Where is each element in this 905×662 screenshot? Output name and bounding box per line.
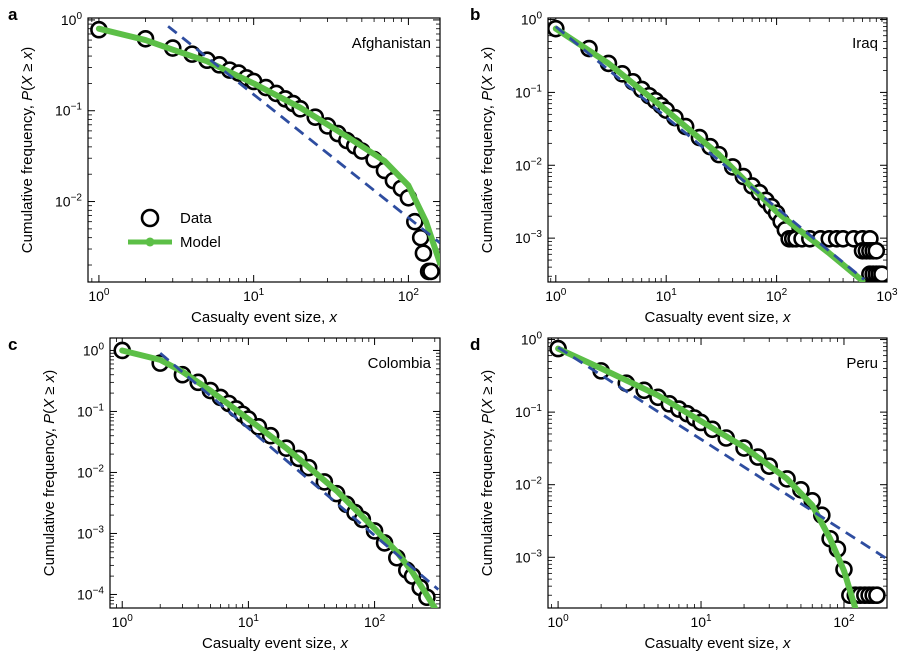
panel-letter: b [470,5,480,24]
power-law-fit-line [159,352,440,591]
panel-letter: a [8,5,18,24]
y-tick-label: 10−2 [77,463,104,480]
x-tick-label: 101 [690,613,712,630]
x-tick-label: 102 [833,613,855,630]
y-axis-label: Cumulative frequency, P(X ≥ x) [479,370,496,576]
y-tick-label: 100 [61,11,83,28]
y-tick-label: 10−3 [77,524,104,541]
x-axis-label: Casualty event size, x [191,309,337,326]
x-tick-label: 101 [656,287,678,304]
country-label: Iraq [852,35,878,52]
power-law-fit-line [557,346,887,561]
data-point [414,244,433,262]
y-tick-label: 10−3 [515,229,542,246]
plot-frame [109,337,441,609]
y-tick-label: 10−3 [515,548,542,565]
y-tick-label: 100 [521,331,543,348]
legend: Data Model [128,208,221,251]
panel-a: 100 101 102 100 10−1 10−2 Afghanistan a Casualty… [8,5,441,326]
y-tick-label: 10−2 [515,476,542,493]
plot-area [549,339,887,608]
x-tick-label: 100 [88,287,110,304]
model-curve [119,347,438,608]
x-tick-label: 100 [545,287,567,304]
model-curve [555,345,859,608]
plot-area [113,341,440,608]
data-point [867,242,886,260]
country-label: Peru [846,355,878,372]
x-tick-label: 102 [398,287,420,304]
power-law-fit-line [554,25,865,281]
country-label: Colombia [368,355,432,372]
country-label: Afghanistan [352,35,431,52]
data-point [422,262,440,281]
y-tick-label: 10−1 [77,402,104,419]
legend-data-label: Data [180,210,212,227]
plot-frame [547,337,888,609]
plot-frame [87,17,441,283]
y-axis-label: Cumulative frequency, P(X ≥ x) [479,47,496,253]
y-tick-label: 10−1 [515,83,542,100]
panel-letter: c [8,335,17,354]
y-tick-label: 100 [521,11,543,28]
y-tick-label: 10−2 [55,193,82,210]
y-tick-label: 100 [83,341,105,358]
x-tick-label: 100 [548,613,570,630]
x-tick-label: 102 [364,613,386,630]
plot-area [548,19,887,282]
model-curve [552,25,866,282]
x-axis-label: Casualty event size, x [645,309,791,326]
y-tick-label: 10−2 [515,156,542,173]
x-axis-label: Casualty event size, x [202,635,348,652]
x-axis-label: Casualty event size, x [645,635,791,652]
y-tick-label: 10−4 [77,585,104,602]
power-law-fit-line [167,25,440,244]
plot-frame [547,17,888,283]
model-curve [95,25,440,267]
legend-data-marker [140,208,160,228]
legend-model-label: Model [180,234,221,251]
y-axis-label: Cumulative frequency, P(X ≥ x) [19,47,36,253]
y-tick-label: 10−1 [55,102,82,119]
y-axis-label: Cumulative frequency, P(X ≥ x) [41,370,58,576]
plot-area [90,20,440,281]
x-tick-label: 101 [238,613,260,630]
panel-b: 100 101 102 103 100 10−1 10−2 10−3 Iraq b Casualty… [470,5,898,326]
legend-model-marker [145,237,155,247]
panel-letter: d [470,335,480,354]
x-tick-label: 101 [243,287,265,304]
panel-d: 100 101 102 100 10−1 10−2 10−3 Peru d Casualty ev… [470,331,888,652]
x-tick-label: 102 [766,287,788,304]
y-tick-label: 10−1 [515,403,542,420]
panel-c: 100 101 102 100 10−1 10−2 10−3 10−4 Colombia c Cas… [8,335,441,652]
x-tick-label: 100 [112,613,134,630]
data-point [868,586,886,605]
x-tick-label: 103 [876,287,898,304]
data-point [873,265,887,282]
